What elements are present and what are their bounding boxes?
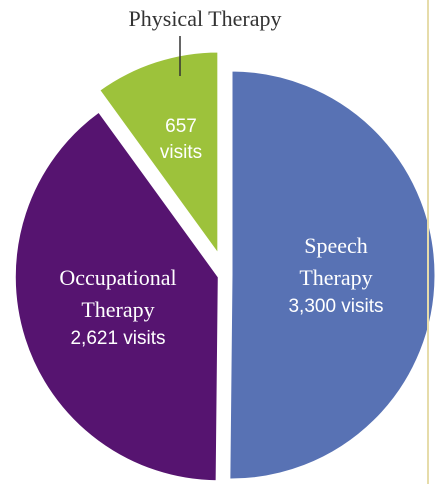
slice-name: Physical Therapy — [128, 6, 282, 31]
slice-label: Occupational Therapy 2,621 visits — [38, 262, 198, 352]
slice-label: Speech Therapy 3,300 visits — [276, 230, 396, 320]
slice-name: Speech Therapy — [299, 233, 373, 290]
value-label: 2,621 visits — [70, 328, 166, 349]
pie-slice — [227, 68, 438, 482]
pie-slice — [96, 49, 221, 261]
value-label: 3,300 visits — [288, 296, 384, 317]
slice-name: Occupational Therapy — [59, 265, 177, 322]
slice-label: 657 visits — [151, 114, 211, 166]
value-label: 657 visits — [159, 116, 203, 163]
pie-slice — [12, 108, 221, 484]
